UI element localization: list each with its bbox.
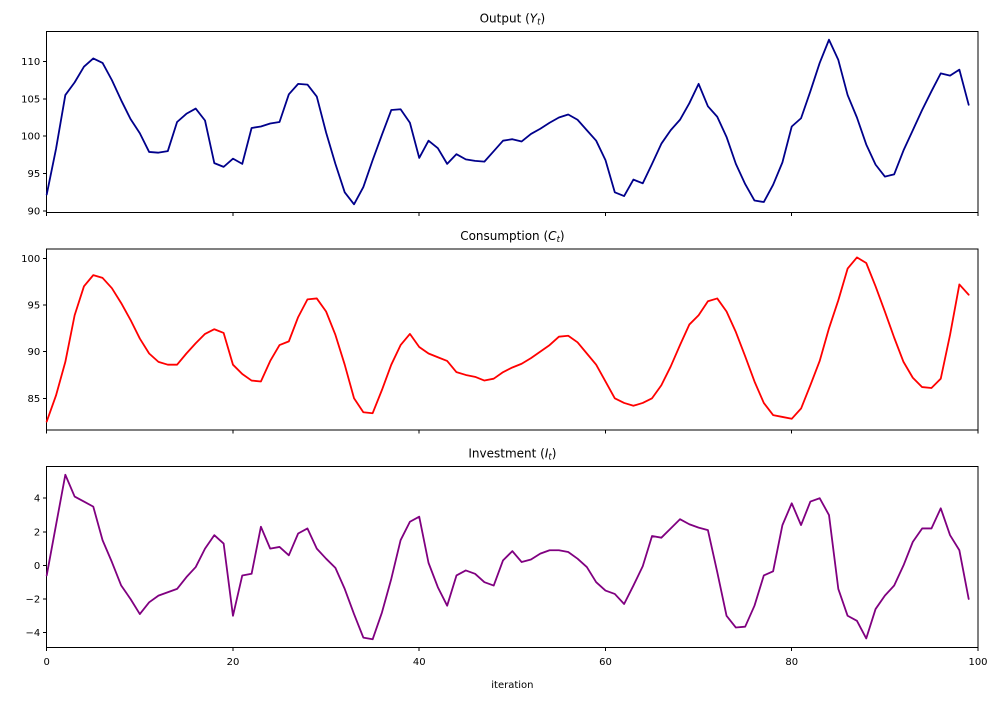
investment-line: [45, 473, 970, 641]
xtick-label: 20: [227, 657, 240, 668]
consumption-line: [45, 256, 970, 423]
investment-ytick-label: 2: [34, 527, 40, 538]
output-line: [45, 38, 970, 206]
xtick-label: 100: [968, 657, 987, 668]
output-ytick-label: 110: [21, 57, 40, 68]
output-ytick-label: 90: [27, 207, 40, 218]
output-plot-frame: [46, 31, 979, 213]
consumption-ytick-label: 90: [27, 347, 40, 358]
subplots-group: 90 95 100 105 110 Output (Yt) 85 90 95 100 Consump…: [21, 12, 987, 669]
output-title: Output (Yt): [480, 12, 546, 28]
output-ytick-label: 100: [21, 132, 40, 143]
investment-ytick-label: −4: [25, 628, 40, 639]
xtick-label: 40: [413, 657, 426, 668]
xtick-label: 80: [785, 657, 798, 668]
consumption-plot-frame: [46, 248, 979, 431]
investment-title: Investment (It): [468, 447, 556, 463]
investment-ytick-label: 0: [34, 561, 40, 572]
investment-ytick-label: 4: [34, 494, 40, 505]
output-ytick-label: 105: [21, 94, 40, 105]
consumption-ytick-label: 100: [21, 254, 40, 265]
investment-plot-frame: [46, 466, 979, 648]
output-ytick-label: 95: [27, 169, 40, 180]
xtick-label: 60: [599, 657, 612, 668]
x-axis-label: iteration: [491, 680, 533, 691]
consumption-title: Consumption (Ct): [460, 229, 564, 245]
consumption-ytick-label: 95: [27, 300, 40, 311]
output-subplot: 90 95 100 105 110 Output (Yt): [21, 12, 979, 218]
consumption-subplot: 85 90 95 100 Consumption (Ct): [21, 229, 979, 434]
consumption-ytick-label: 85: [27, 394, 40, 405]
investment-ytick-label: −2: [25, 594, 40, 605]
xtick-label: 0: [44, 657, 50, 668]
